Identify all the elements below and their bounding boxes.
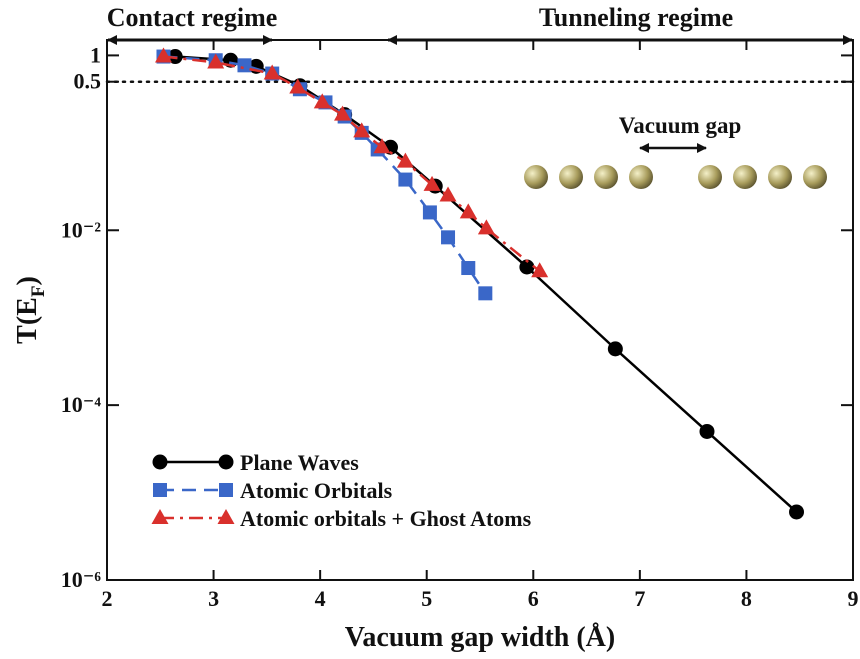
annotation: Tunneling regime — [539, 3, 733, 32]
legend-label: Plane Waves — [240, 450, 359, 475]
annotation: Vacuum gap — [619, 113, 742, 138]
data-point — [398, 172, 413, 187]
data-point — [477, 219, 495, 235]
data-point — [289, 78, 307, 94]
x-tick-label: 4 — [315, 586, 326, 611]
series-line — [163, 55, 541, 273]
atoms — [524, 165, 827, 189]
data-point — [154, 47, 172, 63]
data-point — [422, 205, 437, 220]
data-point — [519, 259, 535, 275]
series-line — [163, 55, 487, 295]
y-axis-label-sub: F — [28, 286, 49, 298]
annotation: Contact regime — [107, 3, 278, 32]
y-tick-label: 10⁻⁴ — [61, 392, 102, 417]
legend-marker — [219, 483, 233, 497]
legend-marker — [218, 454, 234, 470]
data-point — [459, 203, 477, 219]
y-axis-label-part: ) — [12, 276, 43, 285]
legend-marker — [153, 483, 167, 497]
legend-marker — [217, 509, 235, 524]
legend-label: Atomic Orbitals — [240, 478, 393, 503]
x-tick-label: 8 — [741, 586, 752, 611]
y-tick-label: 1 — [90, 42, 101, 67]
legend-marker — [151, 509, 169, 524]
data-point — [334, 105, 352, 121]
y-axis-label-part: T(E — [12, 297, 43, 344]
x-tick-label: 6 — [528, 586, 539, 611]
data-point — [789, 504, 805, 520]
data-point — [313, 93, 331, 109]
data-point — [607, 341, 623, 357]
data-point — [478, 286, 493, 301]
data-point — [263, 64, 281, 80]
y-tick-label: 10⁻⁶ — [61, 567, 102, 592]
x-tick-label: 5 — [421, 586, 432, 611]
x-tick-label: 7 — [634, 586, 645, 611]
data-point — [531, 262, 549, 278]
data-point — [423, 175, 441, 191]
data-point — [396, 152, 414, 168]
x-axis-label: Vacuum gap width (Å) — [345, 622, 615, 653]
y-tick-label: 10⁻² — [61, 217, 102, 242]
data-point — [237, 58, 252, 73]
data-point — [207, 53, 225, 69]
data-point — [439, 186, 457, 202]
data-point — [353, 122, 371, 138]
data-point — [461, 261, 476, 276]
data-point — [373, 138, 391, 154]
legend-label: Atomic orbitals + Ghost Atoms — [240, 506, 532, 531]
x-tick-label: 2 — [102, 586, 113, 611]
x-tick-label: 3 — [208, 586, 219, 611]
data-point — [699, 423, 715, 439]
x-tick-label: 9 — [848, 586, 859, 611]
y-tick-label: 0.5 — [74, 69, 102, 94]
y-axis-label: T(EF) — [12, 276, 49, 344]
legend-marker — [152, 454, 168, 470]
data-point — [441, 230, 456, 245]
